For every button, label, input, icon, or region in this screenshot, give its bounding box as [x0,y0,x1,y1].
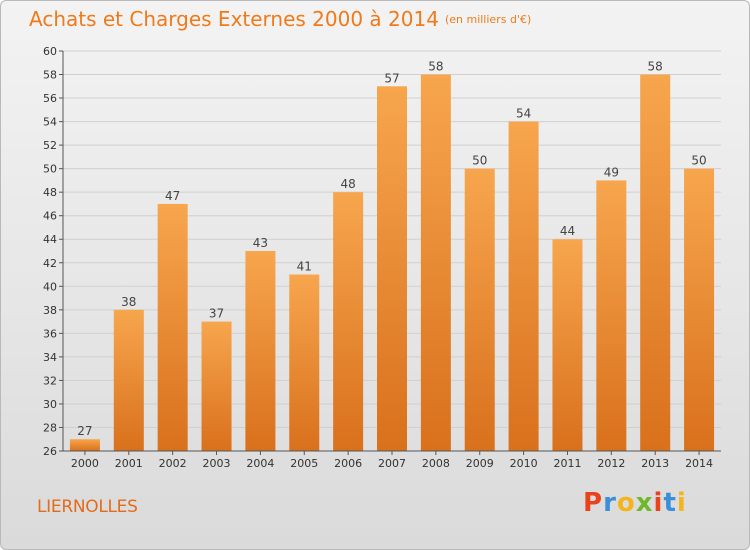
data-label-2001: 38 [121,295,136,309]
y-tick-label: 28 [43,421,57,434]
x-tick-label: 2004 [246,457,274,470]
bars: 27 38 47 37 43 41 48 57 58 50 54 44 49 58 50 [69,60,715,452]
data-label-2011: 44 [560,224,575,238]
bar-2013[interactable] [640,74,671,451]
bar-2009[interactable] [464,168,495,451]
bar-2008[interactable] [420,74,451,451]
data-label-2003: 37 [209,307,224,321]
x-tick-label: 2000 [71,457,99,470]
bar-2010[interactable] [508,121,539,452]
x-tick-label: 2001 [115,457,143,470]
logo-letter: t [663,488,677,518]
data-label-2005: 41 [297,260,312,274]
bar-2014[interactable] [684,168,715,451]
y-tick-label: 36 [43,327,57,340]
proxiti-logo[interactable]: Proxiti [583,488,687,518]
y-tick-label: 34 [43,351,57,364]
logo-letter: i [676,488,687,518]
y-tick-label: 30 [43,398,57,411]
x-tick-label: 2014 [685,457,713,470]
data-label-2009: 50 [472,154,487,168]
data-label-2014: 50 [691,154,706,168]
x-tick-label: 2013 [641,457,669,470]
data-label-2012: 49 [604,165,619,179]
chart-title: Achats et Charges Externes 2000 à 2014 (e… [29,7,531,31]
bar-2002[interactable] [157,203,188,451]
y-tick-label: 44 [43,233,57,246]
x-tick-label: 2009 [466,457,494,470]
bar-2004[interactable] [245,251,276,451]
x-tick-label: 2002 [159,457,187,470]
y-tick-label: 56 [43,92,57,105]
bar-2003[interactable] [201,321,232,451]
bar-2005[interactable] [289,274,320,451]
logo-letter: x [635,488,654,518]
logo-letter: i [653,488,664,518]
x-tick-label: 2006 [334,457,362,470]
x-tick-label: 2005 [290,457,318,470]
y-tick-label: 50 [43,163,57,176]
x-tick-label: 2003 [203,457,231,470]
x-tick-label: 2010 [510,457,538,470]
logo-letter: o [616,488,636,518]
x-tick-label: 2012 [597,457,625,470]
bar-2007[interactable] [377,86,407,451]
y-tick-label: 26 [43,445,57,458]
chart-subtitle: (en milliers d'€) [444,13,532,26]
bar-2001[interactable] [113,309,144,451]
y-tick-label: 52 [43,139,57,152]
data-label-2013: 58 [648,60,663,74]
bar-2012[interactable] [596,180,627,452]
y-tick-label: 38 [43,304,57,317]
bar-2000[interactable] [69,439,100,451]
data-label-2004: 43 [253,236,268,250]
data-label-2006: 48 [340,177,355,191]
logo-letter: r [603,488,617,518]
data-label-2000: 27 [77,424,92,438]
bar-2011[interactable] [552,239,583,451]
chart-title-text: Achats et Charges Externes 2000 à 2014 [29,7,439,31]
axes: 26 28 30 32 34 36 38 40 42 44 46 48 50 52 54 56 58 60 2000… [43,45,721,470]
y-tick-label: 42 [43,257,57,270]
x-tick-label: 2011 [553,457,581,470]
y-tick-label: 48 [43,186,57,199]
x-tick-label: 2008 [422,457,450,470]
logo-letter: P [583,488,604,518]
data-label-2008: 58 [428,60,443,74]
commune-name: LIERNOLLES [37,497,138,517]
y-tick-label: 60 [43,45,57,58]
data-label-2010: 54 [516,107,531,121]
data-label-2002: 47 [165,189,180,203]
data-label-2007: 57 [384,71,399,85]
x-tick-label: 2007 [378,457,406,470]
y-tick-label: 46 [43,210,57,223]
y-tick-label: 40 [43,280,57,293]
y-tick-label: 54 [43,116,57,129]
bar-2006[interactable] [333,192,364,452]
y-tick-label: 32 [43,374,57,387]
y-tick-label: 58 [43,69,57,82]
